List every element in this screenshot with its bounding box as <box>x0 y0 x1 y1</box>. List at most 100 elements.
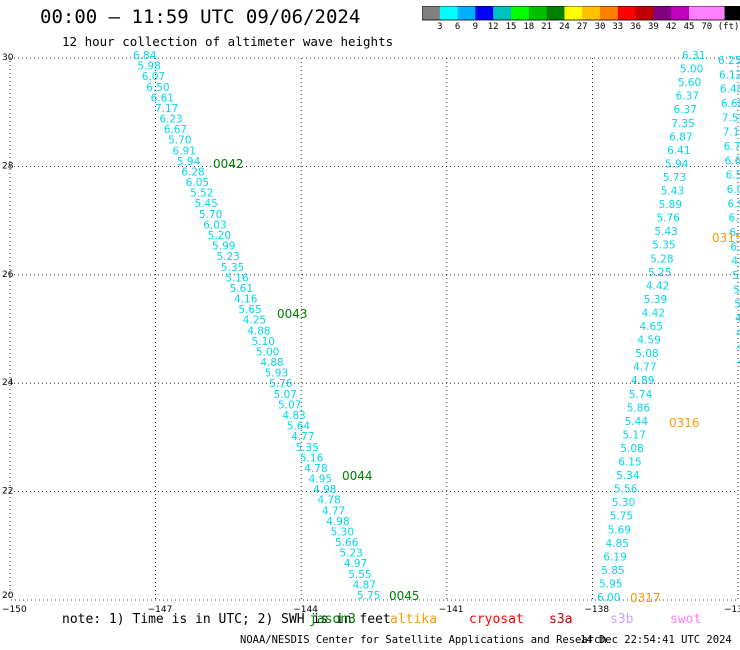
swh-value-track-c: 6.17 <box>728 213 740 225</box>
swh-value-track-c: 4. <box>736 327 740 339</box>
swh-value-track-c: 6.05 <box>727 184 740 196</box>
color-scale-labels: 3 6 9 12 15 18 21 24 27 30 33 36 39 42 45 70 (ft) <box>422 22 740 34</box>
color-swatch <box>724 6 740 20</box>
swh-value-track-a: 5.35 <box>221 262 244 274</box>
color-swatch <box>635 6 654 20</box>
swh-value-track-a: 6.23 <box>159 114 182 126</box>
color-swatch <box>671 6 690 20</box>
swh-value-track-c: 4 <box>738 356 740 368</box>
swh-value-track-c: 4.6 <box>735 313 740 325</box>
swh-value-track-a: 5.94 <box>177 156 201 168</box>
swh-value-track-b: 4.85 <box>606 538 629 550</box>
swh-value-track-c: 4. <box>737 342 740 354</box>
color-scale-bar <box>422 6 740 21</box>
swh-value-track-a: 5.16 <box>225 272 249 284</box>
pass-label: 0315 <box>712 231 740 245</box>
swh-value-track-c: 7.55 <box>722 112 740 124</box>
swh-value-track-c: 6.99 <box>728 198 740 210</box>
swh-value-track-c: 6.12 <box>719 69 740 81</box>
swh-value-track-a: 6.07 <box>142 71 165 83</box>
page-subtitle: 12 hour collection of altimeter wave hei… <box>62 34 394 49</box>
swh-value-track-a: 6.67 <box>164 124 187 136</box>
color-swatch <box>617 6 637 20</box>
color-scale-tick-label: 39 <box>647 22 659 32</box>
swh-value-track-a: 5.10 <box>252 336 275 348</box>
swh-value-track-c: 6.48 <box>720 84 740 96</box>
y-tick-label: 20 <box>2 591 14 601</box>
swh-value-track-c: 7.13 <box>723 127 740 139</box>
swh-value-track-b: 5.44 <box>625 416 649 428</box>
swh-value-track-a: 5.70 <box>168 135 191 147</box>
swh-value-track-b: 6.87 <box>669 131 692 143</box>
color-swatch <box>689 6 708 20</box>
color-swatch <box>653 6 672 20</box>
swh-value-track-a: 7.17 <box>155 103 178 115</box>
x-tick-label: −147 <box>148 605 173 615</box>
swh-value-track-b: 7.35 <box>671 118 694 130</box>
swh-value-track-a: 4.98 <box>313 484 336 496</box>
color-scale-tick-label: 42 <box>665 22 677 32</box>
swh-value-track-a: 5.07 <box>278 399 301 411</box>
swh-value-track-c: 5.01 <box>733 284 740 296</box>
x-tick-label: −135 <box>724 605 740 615</box>
swh-value-track-c: 6.75 <box>724 141 740 153</box>
pass-label: 0045 <box>389 589 420 603</box>
swh-value-track-a: 6.28 <box>181 166 204 178</box>
swh-value-track-a: 5.23 <box>216 251 239 263</box>
color-swatch <box>457 6 476 20</box>
color-swatch <box>475 6 494 20</box>
swh-value-track-b: 6.15 <box>618 457 641 469</box>
color-scale-tick-label: 3 <box>437 22 443 32</box>
footer-credit: NOAA/NESDIS Center for Satellite Applica… <box>240 634 607 646</box>
swh-value-track-a: 5.66 <box>335 537 359 549</box>
color-scale-tick-label: 70 <box>701 22 713 32</box>
footer-timestamp: 14 Dec 22:54:41 UTC 2024 <box>580 634 732 646</box>
swh-value-track-b: 5.86 <box>627 402 651 414</box>
swh-value-track-c: 6.25 <box>718 55 740 67</box>
swh-value-track-a: 6.05 <box>186 177 209 189</box>
swh-value-track-a: 5.00 <box>256 346 279 358</box>
color-scale-tick-label: 45 <box>683 22 695 32</box>
swh-value-track-a: 6.84 <box>133 50 157 62</box>
color-swatch <box>582 6 601 20</box>
swh-value-track-b: 5.43 <box>654 226 677 238</box>
color-swatch <box>564 6 583 20</box>
mission-label-altika: altika <box>390 612 437 627</box>
x-tick-label: −138 <box>584 605 609 615</box>
color-scale-tick-label: 24 <box>558 22 570 32</box>
swh-value-track-b: 5.89 <box>659 199 682 211</box>
swh-value-track-b: 4.59 <box>637 335 660 347</box>
map-frame <box>9 57 739 601</box>
color-scale-tick-label: 36 <box>630 22 642 32</box>
swh-value-track-b: 5.00 <box>680 64 703 76</box>
swh-value-track-a: 5.75 <box>357 590 380 602</box>
color-swatch <box>546 6 565 20</box>
swh-value-track-a: 5.07 <box>274 389 297 401</box>
swh-value-track-b: 6.37 <box>676 91 699 103</box>
color-scale-tick-label: 6 <box>454 22 461 32</box>
swh-value-track-b: 5.30 <box>612 497 635 509</box>
swh-value-track-c: 6.01 <box>730 241 740 253</box>
swh-value-track-a: 4.88 <box>247 325 270 337</box>
swh-value-track-b: 5.56 <box>614 484 638 496</box>
color-swatch <box>439 6 459 20</box>
x-tick-label: −144 <box>293 605 318 615</box>
swh-value-track-b: 5.60 <box>678 77 701 89</box>
swh-value-track-b: 6.31 <box>682 50 705 62</box>
pass-label: 0042 <box>213 157 244 171</box>
mission-label-s3b: s3b <box>610 612 634 627</box>
swh-value-track-a: 4.83 <box>282 410 305 422</box>
swh-value-track-a: 6.50 <box>146 82 169 94</box>
swh-value-track-b: 5.85 <box>601 565 624 577</box>
swh-value-track-b: 6.37 <box>674 104 697 116</box>
swh-value-track-b: 5.76 <box>657 213 681 225</box>
swh-value-track-b: 4.42 <box>642 307 665 319</box>
pass-label: 0316 <box>669 416 700 430</box>
swh-value-track-a: 5.16 <box>300 452 324 464</box>
swh-value-track-a: 4.16 <box>234 294 258 306</box>
swh-value-track-a: 5.76 <box>269 378 293 390</box>
swh-value-track-b: 4.42 <box>646 280 669 292</box>
swh-value-track-a: 5.99 <box>212 241 235 253</box>
swh-value-track-a: 5.45 <box>194 198 217 210</box>
